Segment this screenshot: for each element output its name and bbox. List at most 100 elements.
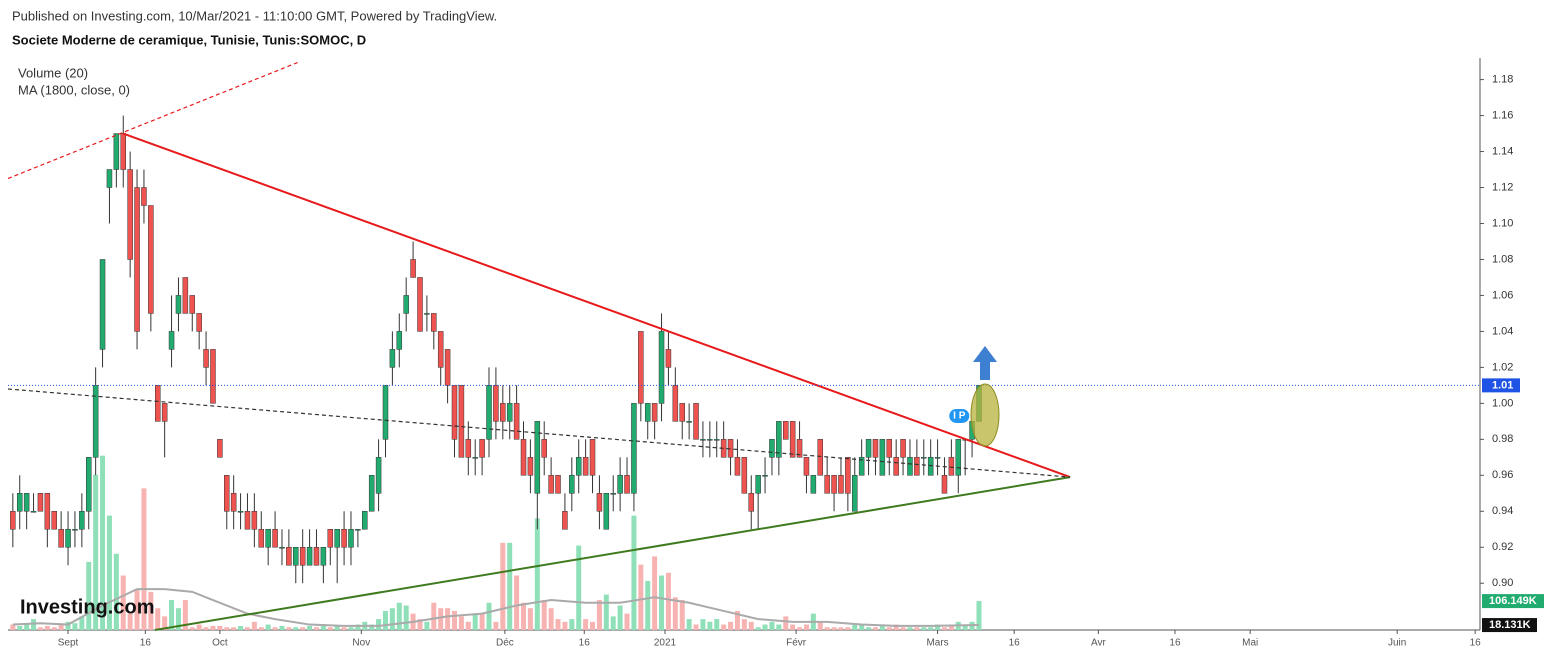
candle-body <box>210 349 216 404</box>
candle-body <box>941 475 948 494</box>
candle-body <box>810 475 817 494</box>
volume-bar <box>928 627 934 630</box>
candle-body <box>824 475 830 494</box>
volume-bar <box>438 608 444 630</box>
x-tick-label: Juin <box>1388 638 1406 649</box>
candle-body <box>72 529 78 531</box>
candle-body <box>334 529 340 548</box>
volume-bar <box>341 627 347 630</box>
volume-bar <box>369 624 375 630</box>
volume-bar <box>175 608 181 630</box>
candle-body <box>120 133 126 170</box>
candle-body <box>686 421 692 423</box>
y-tick-label: 1.12 <box>1492 181 1513 193</box>
volume-bar <box>893 624 899 630</box>
candle-body <box>161 403 168 422</box>
candle-body <box>306 547 313 566</box>
volume-bar <box>845 627 851 630</box>
volume-bar <box>217 625 223 630</box>
volume-bar <box>797 627 803 630</box>
candle-body <box>755 475 761 494</box>
volume-bar <box>534 518 540 630</box>
volume-bar <box>645 580 651 630</box>
volume-bar <box>265 624 271 630</box>
x-tick-label: Nov <box>352 638 370 649</box>
volume-bar <box>866 627 872 630</box>
trend-line <box>154 476 1071 631</box>
candle-body <box>534 421 541 494</box>
candle-body <box>168 331 175 350</box>
volume-bar <box>776 624 782 630</box>
volume-bar <box>838 627 844 630</box>
volume-bar <box>907 627 913 630</box>
volume-bar <box>355 624 361 630</box>
candle-body <box>493 385 499 422</box>
candle-body <box>272 529 278 548</box>
candle-body <box>237 511 244 513</box>
y-tick-label: 1.10 <box>1492 217 1513 229</box>
volume-bar <box>155 608 161 630</box>
volume-bar <box>976 601 982 630</box>
volume-bar <box>120 575 126 630</box>
volume-bar <box>617 605 623 630</box>
y-tick-label: 1.00 <box>1492 397 1513 409</box>
candle-body <box>541 439 547 458</box>
candle-body <box>51 511 57 530</box>
volume-bar <box>203 627 209 630</box>
candle-body <box>85 457 92 512</box>
volume-bar <box>479 613 485 630</box>
volume-bar <box>734 610 740 630</box>
volume-bar <box>852 624 858 630</box>
x-tick-label: Févr <box>786 638 807 649</box>
candle-body <box>348 529 354 548</box>
volume-bar <box>493 621 499 630</box>
volume-bar <box>148 591 154 630</box>
candle-body <box>796 439 803 458</box>
candle-body <box>789 421 796 458</box>
candle-body <box>362 511 368 530</box>
candle-body <box>410 259 416 278</box>
volume-bar <box>962 624 968 630</box>
volume-bar <box>244 627 250 630</box>
volume-bar <box>762 624 768 630</box>
volume-bar <box>10 624 16 630</box>
candle-body <box>30 511 37 513</box>
volume-bar <box>51 627 57 630</box>
candle-body <box>479 439 485 458</box>
volume-bar <box>948 624 954 630</box>
y-tick-label: 0.94 <box>1492 505 1513 517</box>
volume-bar <box>279 625 285 630</box>
candle-body <box>465 439 472 458</box>
candle-body <box>948 457 955 476</box>
trend-line <box>7 61 301 180</box>
volume-bar <box>106 515 112 630</box>
volume-bar <box>320 625 326 630</box>
candle-body <box>299 547 306 566</box>
candle-body <box>713 439 720 441</box>
volume-bar <box>389 608 395 630</box>
volume-bar <box>134 589 140 630</box>
candle-body <box>582 457 589 476</box>
volume-bar <box>693 624 699 630</box>
indicator-label: MA (1800, close, 0) <box>18 82 130 97</box>
candle-body <box>707 439 713 441</box>
volume-bar <box>93 474 99 630</box>
candle-body <box>244 511 251 530</box>
x-tick-label: Sept <box>58 638 79 649</box>
volume-bar <box>521 602 527 630</box>
volume-bar <box>445 608 451 630</box>
candle-body <box>838 475 844 494</box>
candle-body <box>734 457 741 476</box>
volume-bar <box>548 608 554 630</box>
volume-bar <box>37 627 43 630</box>
candle-body <box>155 385 161 422</box>
trend-line <box>7 388 1071 478</box>
candle-body <box>672 385 679 422</box>
volume-bar <box>224 627 230 630</box>
candle-body <box>217 439 223 458</box>
event-marker-label: I P <box>953 411 966 422</box>
x-tick-label: 2021 <box>654 638 677 649</box>
candle-body <box>458 385 465 458</box>
